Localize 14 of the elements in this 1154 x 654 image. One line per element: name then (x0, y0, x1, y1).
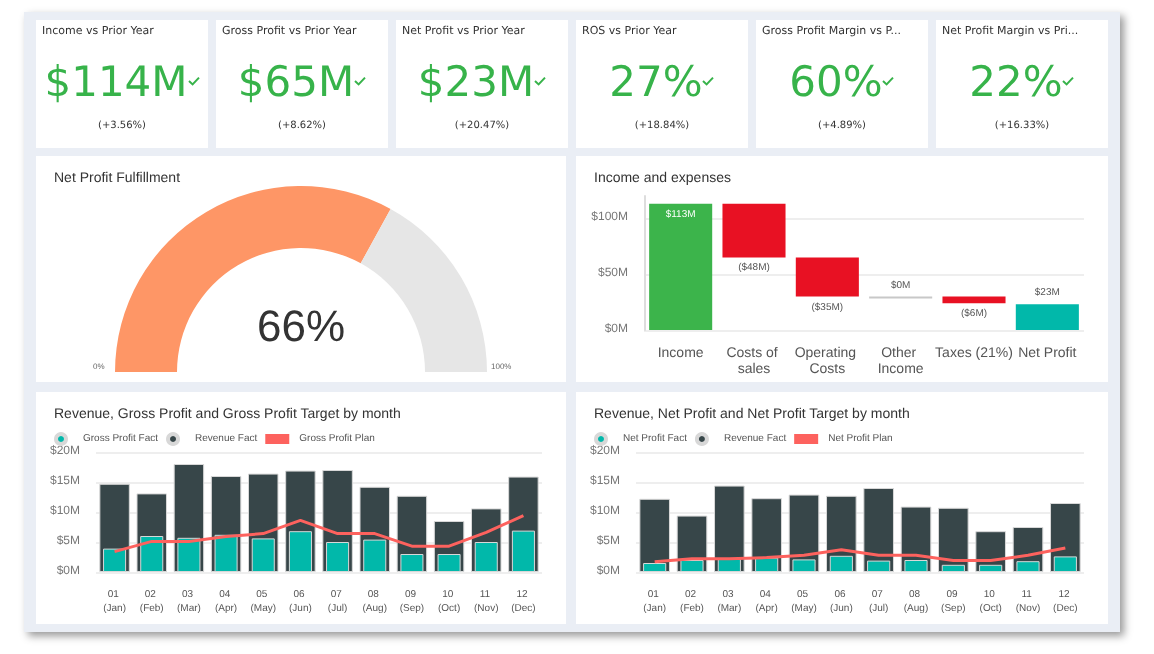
line-series (653, 546, 1067, 564)
bar (722, 203, 786, 258)
text: $65M (237, 58, 355, 106)
text: $23M (417, 58, 535, 106)
bar (795, 257, 859, 297)
line-series (113, 514, 525, 554)
text: $114M (44, 58, 188, 106)
text: 22% (969, 58, 1063, 106)
bar (942, 296, 1006, 304)
bar (1015, 304, 1079, 330)
bar (649, 203, 713, 330)
text: 60% (789, 58, 883, 106)
text: 66% (256, 301, 346, 351)
text: 27% (609, 58, 703, 106)
